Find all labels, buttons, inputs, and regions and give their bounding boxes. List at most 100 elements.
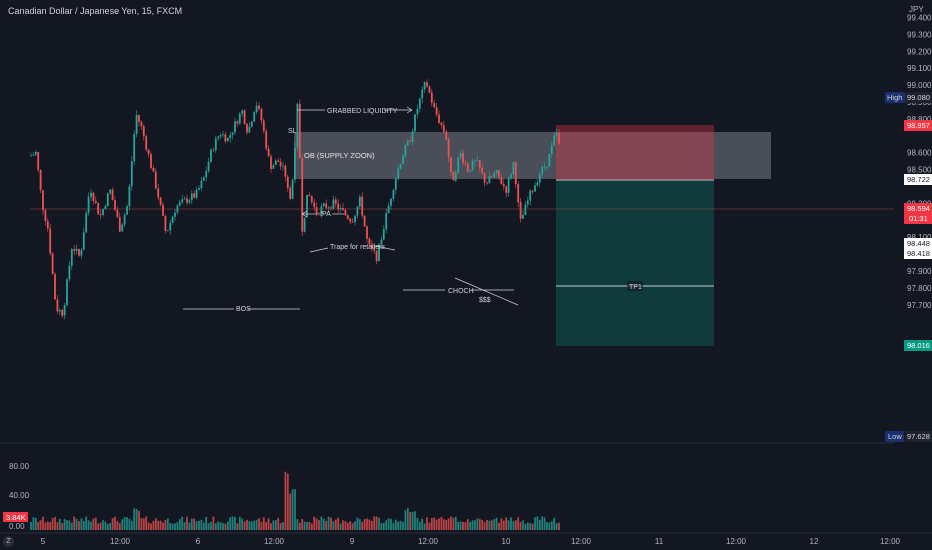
volume-axis: 80.00 40.00 3.84K 0.00 — [3, 462, 30, 531]
volume-bar — [375, 516, 378, 530]
volume-bar — [387, 518, 390, 530]
volume-bar — [238, 516, 241, 530]
take-profit-zone[interactable] — [556, 180, 714, 346]
candle-body — [193, 193, 196, 198]
candle-body — [524, 204, 527, 215]
candle-body — [349, 218, 352, 222]
candle-body — [406, 140, 409, 146]
volume-bar — [133, 508, 136, 530]
volume-bar — [44, 522, 47, 530]
volume-bar — [447, 518, 450, 530]
candle-body — [181, 199, 184, 203]
candle-body — [495, 170, 498, 174]
volume-bar — [255, 519, 258, 530]
volume-bar — [159, 520, 162, 530]
current-price-bg — [904, 203, 932, 224]
candle-body — [270, 156, 272, 169]
candle-body — [82, 232, 85, 250]
candle-body — [416, 108, 419, 115]
candle-body — [190, 193, 193, 201]
volume-bar — [222, 523, 224, 530]
volume-bar — [505, 517, 508, 530]
candle-body — [90, 192, 92, 197]
stop-loss-zone[interactable] — [556, 125, 714, 180]
price-tick: 98.100 — [907, 233, 932, 242]
volume-bar — [260, 521, 263, 530]
volume-bar — [462, 522, 464, 530]
candle-body — [454, 172, 457, 181]
candle-body — [102, 208, 104, 215]
volume-bar — [454, 516, 457, 530]
volume-bar — [558, 522, 560, 530]
volume-bar — [176, 522, 179, 530]
volume-bar — [224, 523, 227, 530]
volume-bar — [543, 517, 546, 530]
candle-body — [212, 149, 215, 151]
volume-bar — [171, 523, 174, 530]
volume-bar — [126, 517, 128, 530]
volume-bar — [56, 522, 59, 530]
volume-bar — [236, 523, 239, 530]
candle-body — [94, 200, 97, 203]
volume-bar — [70, 522, 73, 530]
volume-bar — [356, 517, 359, 530]
volume-tick: 40.00 — [9, 491, 30, 500]
candle-body — [195, 189, 198, 198]
candle-body — [111, 189, 114, 201]
volume-bar — [476, 518, 479, 530]
ipa-label: IPA — [320, 211, 331, 218]
volume-bar — [524, 523, 527, 530]
volume-bar — [42, 516, 44, 530]
candle-body — [169, 222, 172, 231]
grabbed-arrow-icon — [406, 106, 413, 114]
candle-body — [296, 103, 299, 148]
volume-bar — [130, 520, 133, 530]
candle-body — [531, 190, 534, 192]
trape-line-left — [309, 247, 329, 253]
candle-body — [262, 120, 265, 132]
volume-bar — [219, 522, 222, 530]
volume-bar — [385, 520, 388, 530]
bos-label: BOS — [236, 306, 251, 313]
candle-body — [354, 215, 356, 223]
candle-body — [258, 105, 260, 109]
candle-body — [548, 153, 551, 167]
volume-bar — [186, 516, 188, 530]
candle-body — [85, 212, 88, 233]
volume-bar — [190, 518, 193, 530]
volume-bar — [46, 521, 49, 530]
order-block-label: OB (SUPPLY ZOON) — [304, 151, 375, 160]
volume-bar — [286, 473, 289, 530]
candle-body — [332, 199, 335, 209]
volume-bar — [97, 523, 100, 530]
time-tick: 12:00 — [418, 537, 439, 546]
volume-bar — [522, 520, 524, 530]
candle-body — [452, 171, 455, 181]
candle-body — [522, 214, 524, 219]
symbol-title[interactable]: Canadian Dollar / Japanese Yen, 15, FXCM — [8, 6, 183, 16]
volume-bar — [294, 489, 296, 530]
candle-body — [121, 224, 124, 232]
volume-bar — [267, 518, 270, 530]
candle-body — [272, 164, 275, 169]
candle-body — [284, 165, 287, 177]
candle-body — [306, 194, 308, 218]
candle-body — [555, 133, 558, 136]
time-axis[interactable]: 5 12:00 6 12:00 9 12:00 10 12:00 11 12:00 12 12:00 — [41, 537, 901, 546]
supply-zone-box[interactable] — [294, 132, 771, 179]
annotations: GRABBED LIQUIDITY OB (SUPPLY ZOON) SL IP… — [183, 106, 519, 313]
candle-body — [466, 163, 469, 172]
candle-body — [123, 214, 126, 225]
volume-bar — [270, 523, 272, 530]
candle-body — [471, 160, 474, 171]
candle-body — [78, 248, 80, 256]
price-tick: 98.600 — [907, 149, 932, 158]
tradingview-logo-icon[interactable]: Z — [3, 536, 14, 547]
volume-bar — [486, 519, 488, 530]
volume-bar — [322, 518, 325, 530]
volume-bar — [207, 523, 210, 530]
volume-bar — [313, 516, 316, 530]
candle-body — [380, 239, 383, 245]
volume-bar — [140, 517, 143, 530]
